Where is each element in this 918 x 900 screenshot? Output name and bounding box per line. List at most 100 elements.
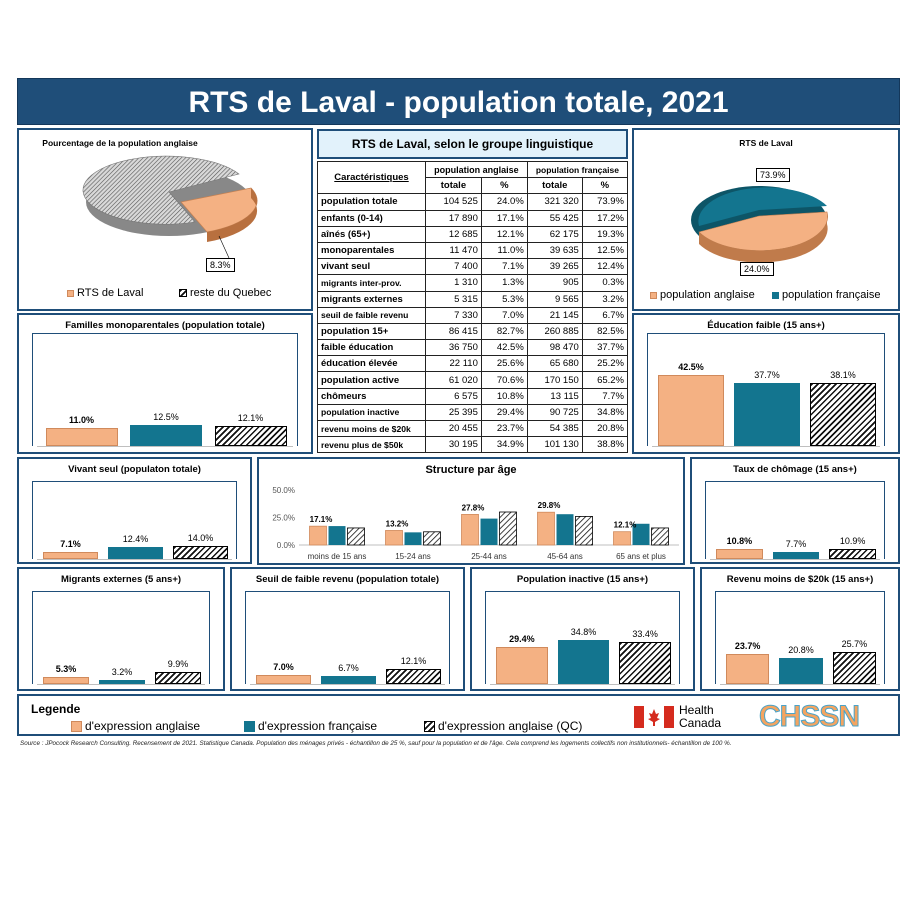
row-value: 54 385: [526, 419, 583, 438]
bar-panel-title: Revenu moins de $20k (15 ans+): [726, 574, 874, 585]
bar-label: 33.4%: [632, 628, 658, 639]
age-bar: [309, 525, 327, 546]
row-value: 260 885: [526, 322, 583, 341]
age-bar-label: 29.8%: [538, 501, 561, 510]
row-label: vivant seul: [317, 258, 426, 276]
source-note: Source : JPocock Research Consulting. Re…: [20, 740, 732, 747]
row-value: 12.5%: [581, 241, 629, 260]
bar-label: 23.7%: [734, 641, 761, 652]
row-value: 20.8%: [581, 419, 629, 438]
row-value: 82.7%: [480, 322, 528, 341]
row-value: 30 195: [425, 436, 482, 454]
row-value: 42.5%: [480, 339, 528, 357]
age-bar: [404, 532, 422, 545]
row-value: 11 470: [425, 241, 482, 260]
th-caracteristiques: Caractéristiques: [317, 160, 426, 195]
row-value: 7.1%: [480, 258, 528, 276]
bar-label: 14.0%: [187, 532, 214, 543]
row-value: 19.3%: [581, 225, 629, 243]
row-value: 1.3%: [480, 274, 528, 292]
row-value: 17 890: [425, 209, 482, 227]
bar: [108, 547, 163, 559]
row-value: 24.0%: [480, 193, 528, 211]
row-value: 5.3%: [480, 290, 528, 308]
bar: [619, 641, 671, 684]
legend-swatch-french: [244, 720, 255, 732]
bar: [779, 657, 823, 684]
bar: [45, 427, 118, 446]
row-value: 55 425: [526, 209, 583, 227]
legend-swatch-english-qc: [424, 720, 435, 732]
bar-plot-area: 10.8% 7.7% 10.9%: [705, 481, 885, 560]
row-value: 104 525: [425, 193, 482, 211]
bar: [832, 651, 876, 684]
table-row: aînés (65+) 12 685 12.1% 62 175 19.3%: [317, 225, 629, 243]
bar: [772, 551, 820, 559]
bar-label: 12.4%: [122, 534, 149, 545]
pie-right-label-english: 24.0%: [740, 262, 774, 276]
bar-plot-area: 42.5% 37.7% 38.1%: [647, 333, 885, 447]
age-bar: [461, 514, 479, 546]
row-value: 17.1%: [480, 209, 528, 227]
table-row: enfants (0-14) 17 890 17.1% 55 425 17.2%: [317, 209, 629, 227]
age-bar: [499, 511, 517, 546]
th-fra-pct: %: [581, 177, 629, 195]
age-bar: [480, 518, 498, 545]
bar: [716, 548, 763, 559]
pie-slice-laval-side: [207, 188, 258, 242]
bar: [386, 668, 441, 684]
chssn-logo: CHSSN: [758, 700, 860, 734]
legend-swatch-teal: [772, 291, 779, 299]
age-bar: [651, 527, 669, 546]
table-row: population inactive 25 395 29.4% 90 725 34.8…: [317, 403, 629, 422]
bar-panel: Familles monoparentales (population tota…: [17, 313, 313, 454]
row-value: 22 110: [425, 355, 482, 373]
row-value: 65 680: [526, 355, 583, 373]
row-label: éducation élevée: [317, 355, 426, 373]
age-category-label: moins de 15 ans: [308, 552, 367, 561]
pie-slice-french: [698, 187, 827, 226]
bar-plot-area: 7.1% 12.4% 14.0%: [32, 481, 237, 560]
row-value: 12 685: [425, 225, 482, 243]
row-label: faible éducation: [317, 339, 426, 357]
pie-right-legend-fra: population française: [772, 289, 880, 301]
pie-left-legend-reste: reste du Quebec: [179, 287, 271, 299]
bar-panel: Migrants externes (5 ans+) 5.3% 3.2% 9.9%: [17, 567, 225, 691]
row-label: population active: [317, 371, 426, 389]
age-bar-label: 17.1%: [310, 515, 333, 524]
bar: [99, 679, 145, 684]
row-value: 25 395: [425, 403, 482, 422]
bar-panel: Éducation faible (15 ans+) 42.5% 37.7% 38.1…: [632, 313, 900, 454]
health-canada-line2: Canada: [679, 716, 722, 730]
bar-panel-title: Taux de chômage (15 ans+): [733, 464, 857, 475]
table-row: vivant seul 7 400 7.1% 39 265 12.4%: [317, 258, 629, 276]
pie-right-legend-eng: population anglaise: [650, 289, 755, 301]
row-value: 9 565: [526, 290, 583, 308]
pie-slice-english-side: [699, 212, 828, 263]
row-label: migrants inter-prov.: [317, 274, 426, 292]
bar: [557, 640, 610, 684]
row-value: 6.7%: [581, 306, 629, 324]
bar-label: 3.2%: [111, 666, 133, 677]
legend-item-french: d'expression française: [244, 719, 377, 733]
bar-panel: Population inactive (15 ans+) 29.4% 34.8% 3…: [470, 567, 695, 691]
bar-label: 12.1%: [237, 412, 264, 423]
th-fra: population française: [526, 160, 629, 179]
pie-left-legend-laval: RTS de Laval: [67, 287, 143, 299]
bar-panel: Vivant seul (populaton totale) 7.1% 12.4% 1…: [17, 457, 252, 564]
bar-plot-area: 5.3% 3.2% 9.9%: [32, 591, 210, 685]
bar-label: 11.0%: [68, 414, 95, 425]
bar: [256, 675, 311, 684]
row-label: revenu moins de $20k: [317, 419, 426, 438]
row-value: 61 020: [425, 371, 482, 389]
table-row: population active 61 020 70.6% 170 150 65.2%: [317, 371, 629, 389]
bar-label: 12.1%: [400, 655, 427, 666]
bar: [43, 677, 89, 684]
row-value: 6 575: [425, 387, 482, 405]
bar-plot-area: 29.4% 34.8% 33.4%: [485, 591, 680, 685]
row-value: 86 415: [425, 322, 482, 341]
table-row: faible éducation 36 750 42.5% 98 470 37.7%: [317, 339, 629, 357]
age-bar-label: 27.8%: [462, 503, 485, 512]
table-row: revenu moins de $20k 20 455 23.7% 54 385 20.…: [317, 419, 629, 438]
row-label: revenu plus de $50k: [317, 436, 426, 454]
